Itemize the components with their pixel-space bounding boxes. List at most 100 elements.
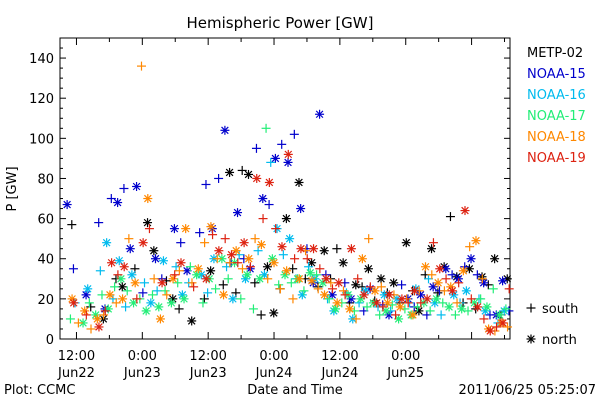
point-noaa-16-south xyxy=(95,266,105,276)
point-noaa-15-south xyxy=(176,238,186,248)
point-noaa-18-north xyxy=(193,264,203,274)
point-metp-02-south xyxy=(218,280,228,290)
point-noaa-15-north xyxy=(283,157,293,167)
point-metp-02-south xyxy=(250,278,260,288)
point-noaa-18-north xyxy=(244,254,254,264)
point-noaa-19-north xyxy=(422,294,432,304)
point-noaa-19-south xyxy=(189,282,199,292)
point-noaa-18-north xyxy=(332,298,342,308)
point-noaa-18-north xyxy=(370,286,380,296)
point-noaa-19-south xyxy=(340,290,350,300)
point-noaa-17-south xyxy=(476,294,486,304)
x-tick-date-label: Jun24 xyxy=(255,366,293,381)
x-axis: 12:00 Jun22 0:00 Jun23 12:00 Jun23 0:00 Jun24 12… xyxy=(57,38,506,381)
point-noaa-18-north xyxy=(168,274,178,284)
x-tick-date-label: Jun23 xyxy=(123,366,161,381)
point-noaa-15-south xyxy=(214,173,224,183)
point-noaa-18-north xyxy=(256,240,266,250)
point-noaa-15-south xyxy=(94,218,104,228)
point-noaa-15-north xyxy=(113,198,123,208)
point-noaa-19-south xyxy=(233,258,243,268)
point-noaa-17-north xyxy=(444,302,454,312)
x-tick-time-label: 12:00 xyxy=(321,349,358,364)
point-noaa-17-south xyxy=(160,286,170,296)
marker-symbol-south xyxy=(526,303,536,313)
point-noaa-15-north xyxy=(428,282,438,292)
point-noaa-17-south xyxy=(375,310,385,320)
point-noaa-19-south xyxy=(100,306,110,316)
point-noaa-16-north xyxy=(240,274,250,284)
point-noaa-19-south xyxy=(492,322,502,332)
point-noaa-18-north xyxy=(458,266,468,276)
point-noaa-17-south xyxy=(286,278,296,288)
point-noaa-17-north xyxy=(330,304,340,314)
point-noaa-19-north xyxy=(334,278,344,288)
point-metp-02-south xyxy=(199,294,209,304)
point-noaa-16-south xyxy=(121,302,131,312)
point-metp-02-south xyxy=(256,310,266,320)
point-noaa-15-south xyxy=(397,280,407,290)
x-tick-time-label: 12:00 xyxy=(58,349,95,364)
point-noaa-18-south xyxy=(237,264,247,274)
point-noaa-18-south xyxy=(338,286,348,296)
point-noaa-15-south xyxy=(251,143,261,153)
point-noaa-19-south xyxy=(479,314,489,324)
point-noaa-16-north xyxy=(146,298,156,308)
point-noaa-17-north xyxy=(482,302,492,312)
legend-item-metp-02: METP-02 xyxy=(527,46,583,61)
point-noaa-19-south xyxy=(416,298,426,308)
point-noaa-18-south xyxy=(439,286,449,296)
point-noaa-19-south xyxy=(81,310,91,320)
point-noaa-19-north xyxy=(372,298,382,308)
point-noaa-18-south xyxy=(503,322,513,332)
x-tick-time-label: 0:00 xyxy=(128,349,157,364)
point-noaa-15-north xyxy=(270,153,280,163)
point-noaa-17-south xyxy=(312,270,322,280)
marker-label-south: south xyxy=(542,302,578,317)
point-metp-02-north xyxy=(294,177,304,187)
x-tick-date-label: Jun24 xyxy=(320,366,358,381)
point-noaa-15-south xyxy=(119,184,129,193)
point-noaa-15-north xyxy=(416,290,426,300)
y-tick-label: 0 xyxy=(46,333,54,348)
point-noaa-18-south xyxy=(313,284,323,294)
point-noaa-19-north xyxy=(252,173,262,183)
point-noaa-15-south xyxy=(201,179,211,189)
point-noaa-16-north xyxy=(297,290,307,300)
point-metp-02-north xyxy=(225,167,235,177)
point-noaa-19-south xyxy=(454,278,464,288)
point-noaa-19-north xyxy=(359,290,369,300)
point-metp-02-north xyxy=(363,264,373,274)
marker-label-north: north xyxy=(542,333,577,348)
legend: METP-02 NOAA-15 NOAA-16 NOAA-17 NOAA-18 NOAA-… xyxy=(527,46,586,166)
point-noaa-18-south xyxy=(73,318,83,328)
point-noaa-17-north xyxy=(154,302,164,312)
point-noaa-19-south xyxy=(113,270,123,280)
point-metp-02-south xyxy=(433,288,443,298)
point-noaa-19-north xyxy=(277,242,287,252)
point-metp-02-north xyxy=(338,258,348,268)
point-noaa-17-south xyxy=(211,284,221,294)
point-noaa-16-north xyxy=(285,234,295,244)
point-noaa-17-north xyxy=(267,254,277,264)
point-metp-02-north xyxy=(187,316,197,326)
point-noaa-15-south xyxy=(138,288,148,298)
point-noaa-15-north xyxy=(220,125,230,135)
point-noaa-17-north xyxy=(141,306,151,316)
point-noaa-18-north xyxy=(143,194,153,204)
point-noaa-19-north xyxy=(460,206,470,216)
point-metp-02-north xyxy=(244,169,254,179)
point-noaa-15-north xyxy=(346,294,356,304)
point-noaa-18-north xyxy=(345,304,355,314)
point-noaa-17-south xyxy=(185,262,195,272)
point-noaa-18-north xyxy=(181,224,191,234)
point-noaa-19-north xyxy=(201,274,211,284)
point-noaa-15-north xyxy=(125,244,135,254)
point-noaa-19-north xyxy=(498,318,508,328)
point-noaa-17-south xyxy=(110,282,120,292)
point-noaa-17-north xyxy=(305,268,315,278)
point-noaa-17-north xyxy=(495,310,505,320)
point-noaa-18-north xyxy=(433,278,443,288)
point-noaa-19-north xyxy=(473,302,483,312)
point-metp-02-north xyxy=(490,254,500,264)
